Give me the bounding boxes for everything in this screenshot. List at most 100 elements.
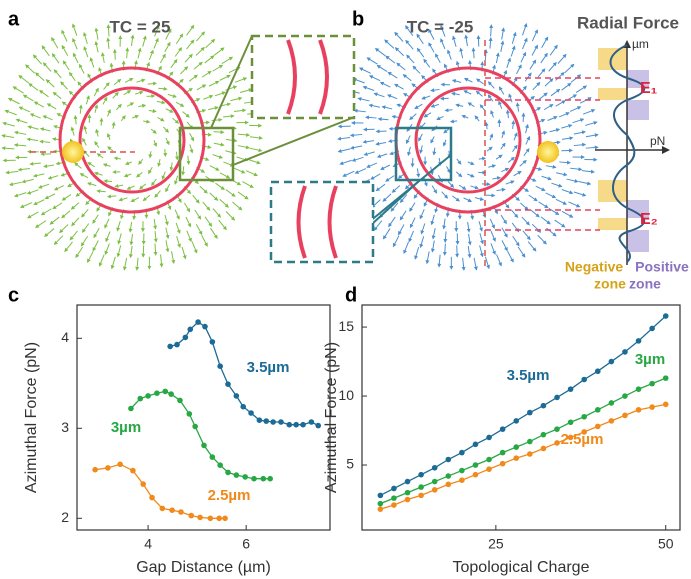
field-arrow — [43, 164, 54, 169]
field-arrow — [375, 141, 387, 146]
data-point — [594, 407, 601, 413]
field-arrow — [132, 114, 140, 119]
data-point — [513, 444, 520, 450]
field-arrow — [430, 136, 435, 144]
field-arrow — [219, 172, 231, 179]
data-point — [174, 341, 180, 348]
field-arrow — [428, 42, 435, 53]
field-arrow — [234, 77, 248, 83]
field-arrow — [558, 112, 570, 118]
field-arrow — [486, 146, 493, 152]
field-arrow — [572, 118, 585, 124]
field-arrow — [126, 102, 135, 107]
data-point — [418, 484, 424, 490]
field-arrow — [32, 173, 45, 178]
field-arrow — [416, 33, 424, 45]
field-arrow — [490, 243, 496, 256]
field-arrow — [455, 103, 464, 108]
field-arrow — [35, 72, 45, 82]
field-arrow — [352, 77, 365, 84]
data-point — [169, 507, 175, 513]
field-arrow — [135, 90, 144, 95]
field-arrow — [513, 132, 518, 141]
field-arrow — [409, 202, 416, 212]
field-arrow — [561, 136, 574, 141]
field-arrow — [487, 81, 495, 89]
field-arrow — [51, 53, 60, 64]
field-arrow — [569, 106, 582, 112]
field-arrow — [163, 148, 168, 158]
series-label: 2.5µm — [561, 431, 604, 448]
field-arrow — [479, 245, 484, 258]
data-point — [635, 386, 642, 392]
field-arrow — [507, 250, 514, 263]
field-arrow — [52, 202, 63, 210]
field-arrow — [451, 91, 460, 96]
field-arrow — [391, 185, 401, 193]
field-arrow — [368, 103, 381, 108]
data-point — [459, 467, 465, 474]
data-point — [391, 495, 397, 501]
field-arrow — [532, 81, 541, 91]
field-arrow — [531, 223, 542, 233]
field-arrow — [377, 117, 389, 122]
data-point — [404, 489, 411, 496]
field-arrow — [566, 178, 579, 183]
field-arrow — [106, 24, 111, 37]
series-line — [169, 321, 319, 427]
field-arrow — [573, 130, 586, 135]
field-arrow — [136, 78, 146, 83]
field-arrow — [126, 185, 135, 190]
data-point — [608, 418, 615, 424]
field-arrow — [184, 202, 191, 213]
field-arrow — [531, 29, 538, 42]
data-point — [267, 475, 273, 482]
field-arrow — [408, 230, 414, 243]
data-point — [167, 343, 173, 350]
field-arrow — [505, 180, 515, 185]
data-point — [445, 473, 452, 479]
field-arrow — [130, 34, 135, 47]
data-point — [240, 403, 247, 410]
panel-letter: d — [345, 284, 357, 306]
field-arrow — [14, 130, 27, 135]
field-arrow — [138, 158, 144, 165]
data-point — [217, 462, 223, 469]
field-arrow — [463, 197, 473, 203]
field-arrow — [92, 214, 99, 224]
field-arrow — [81, 209, 89, 218]
field-arrow — [461, 114, 469, 119]
field-arrow — [463, 90, 472, 95]
field-arrow — [470, 185, 479, 190]
data-point — [278, 419, 284, 425]
field-arrow — [89, 57, 95, 68]
field-arrow — [70, 126, 75, 136]
data-point — [540, 402, 547, 409]
field-arrow — [214, 91, 226, 97]
field-arrow — [575, 85, 588, 93]
field-arrow — [137, 47, 142, 59]
field-arrow — [209, 192, 219, 201]
field-arrow — [561, 82, 572, 91]
field-arrow — [248, 159, 261, 165]
field-arrow — [186, 155, 191, 166]
field-arrow — [369, 75, 381, 82]
data-point — [201, 442, 207, 449]
field-arrow — [396, 62, 406, 71]
series-label: 2.5µm — [208, 487, 251, 504]
field-arrow — [382, 193, 392, 202]
field-arrow — [172, 117, 180, 124]
field-arrow — [61, 29, 68, 42]
data-point — [248, 410, 254, 416]
zone-label: Negative — [565, 259, 624, 275]
field-arrow — [29, 113, 41, 119]
data-point — [168, 391, 174, 397]
field-arrow — [189, 132, 195, 142]
data-point — [622, 412, 628, 419]
field-arrow — [407, 146, 411, 157]
field-arrow — [522, 22, 528, 36]
axis-unit: µm — [632, 37, 649, 51]
field-arrow — [512, 235, 520, 247]
field-arrow — [211, 117, 223, 122]
data-point — [182, 334, 189, 341]
